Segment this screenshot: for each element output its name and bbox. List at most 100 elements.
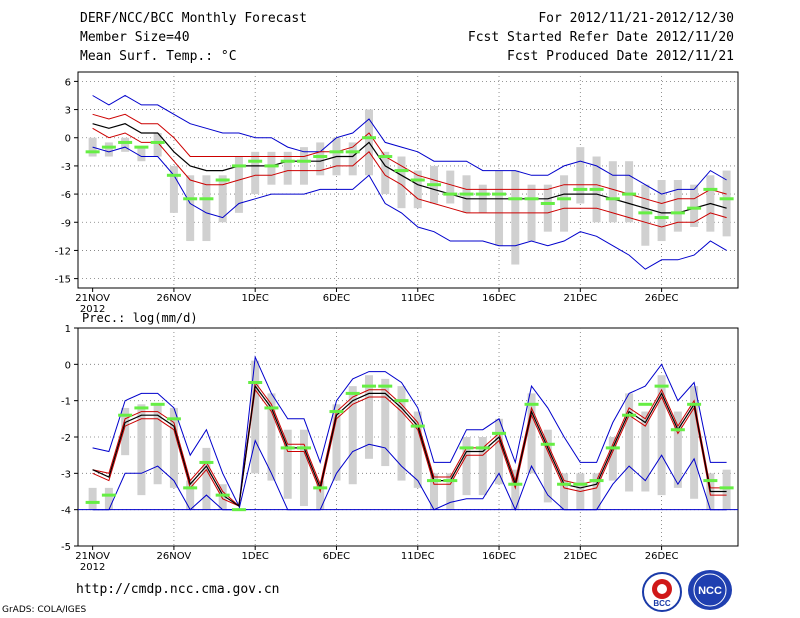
chart2-box <box>478 437 487 496</box>
chart2-median-marker <box>378 384 393 388</box>
chart1-median-marker <box>166 173 181 177</box>
chart2-series-min <box>92 439 727 512</box>
chart1-x-tick-label: 26DEC <box>645 293 679 304</box>
chart1-y-tick-label: -12 <box>55 246 71 257</box>
chart1-median-marker <box>427 183 442 187</box>
chart1-box <box>690 184 699 227</box>
chart2-median-marker <box>589 479 604 483</box>
chart2-median-marker <box>605 446 620 450</box>
bcc-logo-text: BCC <box>653 599 671 608</box>
chart1-median-marker <box>394 169 409 173</box>
chart2-box <box>560 473 569 510</box>
chart1-median-marker <box>248 159 263 163</box>
chart1-median-marker <box>524 197 539 201</box>
chart2-median-marker <box>638 402 653 406</box>
chart1-median-marker <box>361 136 376 140</box>
chart2-median-marker <box>508 482 523 486</box>
chart1-median-marker <box>264 164 279 168</box>
chart2-median-marker <box>622 413 637 417</box>
chart1-x-tick-label: 11DEC <box>401 293 435 304</box>
chart1-box <box>348 142 357 176</box>
chart1-y-tick-label: -9 <box>61 218 71 229</box>
chart2-median-marker <box>492 431 507 435</box>
chart1-box <box>543 184 552 232</box>
chart2-box <box>527 393 536 474</box>
chart2-median-marker <box>573 482 588 486</box>
chart2-x-tick-label: 16DEC <box>482 551 516 562</box>
chart1-median-marker <box>492 192 507 196</box>
chart2-median-marker <box>329 410 344 414</box>
chart2-x-tick-label: 11DEC <box>401 551 435 562</box>
chart2-y-tick-label: 0 <box>65 360 71 371</box>
chart2-box <box>316 480 325 510</box>
chart1-median-marker <box>101 145 116 149</box>
chart2-box <box>690 386 699 499</box>
chart1-box <box>673 180 682 232</box>
chart1-median-marker <box>687 206 702 210</box>
chart2-median-marker <box>313 486 328 490</box>
chart2-median-marker <box>410 424 425 428</box>
chart1-median-marker <box>703 187 718 191</box>
chart2-box <box>218 484 227 510</box>
chart2-median-marker <box>475 446 490 450</box>
chart1-year-label: 2012 <box>80 304 105 315</box>
chart1-x-tick-label: 26NOV <box>157 293 192 304</box>
chart1-median-marker <box>231 164 246 168</box>
chart2-y-tick-label: -1 <box>61 397 71 408</box>
chart2-median-marker <box>231 508 246 512</box>
forecast-produced-date: Fcst Produced Date 2012/11/21 <box>507 49 734 64</box>
chart2-y-tick-label: -5 <box>61 542 71 553</box>
chart2-box <box>495 418 504 485</box>
ncc-logo-text: NCC <box>698 585 722 597</box>
chart2-median-marker <box>85 500 100 504</box>
chart1-median-marker <box>118 140 133 144</box>
chart2-box <box>657 375 666 496</box>
chart2-box <box>446 473 455 510</box>
chart2-box <box>397 386 406 481</box>
chart2-x-tick-label: 26NOV <box>157 551 192 562</box>
chart2-series-max <box>92 355 727 508</box>
chart2-series-mean <box>92 384 727 508</box>
chart1-box <box>186 175 195 242</box>
chart1-box <box>153 133 162 157</box>
chart2-box <box>511 469 520 510</box>
chart1-series-mean <box>92 123 727 214</box>
chart1-box <box>137 147 146 162</box>
chart2-box <box>413 411 422 488</box>
chart1-median-marker <box>540 201 555 205</box>
forecast-start-date: Fcst Started Refer Date 2012/11/20 <box>467 30 734 45</box>
chart2-median-marker <box>557 482 572 486</box>
chart1-box <box>283 151 292 185</box>
chart2-median-marker <box>459 446 474 450</box>
chart1-median-marker <box>508 197 523 201</box>
chart2-title: Prec.: log(mm/d) <box>82 311 198 325</box>
chart1-series-max <box>92 94 727 195</box>
chart2-x-tick-label: 1DEC <box>242 551 269 562</box>
chart1-x-tick-label: 16DEC <box>482 293 516 304</box>
chart1-median-marker <box>638 211 653 215</box>
source-url[interactable]: http://cmdp.ncc.cma.gov.cn <box>76 582 280 597</box>
chart1-median-marker <box>719 197 734 201</box>
chart1-x-tick-label: 1DEC <box>242 293 269 304</box>
chart2-median-marker <box>703 479 718 483</box>
chart2-median-marker <box>150 402 165 406</box>
chart2-median-marker <box>118 413 133 417</box>
chart1-median-marker <box>378 155 393 159</box>
chart1-box <box>218 175 227 223</box>
chart-title: DERF/NCC/BCC Monthly Forecast <box>80 11 307 26</box>
chart1-series-upper <box>92 113 727 205</box>
chart2-x-tick-label: 21DEC <box>563 551 597 562</box>
chart2-x-tick-label: 6DEC <box>323 551 350 562</box>
chart2-median-marker <box>719 486 734 490</box>
chart1-series-min <box>92 146 727 270</box>
chart1-median-marker <box>573 187 588 191</box>
chart2-median-marker <box>166 417 181 421</box>
chart1-box <box>657 180 666 242</box>
grads-credit: GrADS: COLA/IGES <box>2 605 87 615</box>
chart2-median-marker <box>183 486 198 490</box>
chart2-median-marker <box>345 391 360 395</box>
chart2-median-marker <box>524 402 539 406</box>
chart1-median-marker <box>557 197 572 201</box>
chart2-box <box>202 447 211 510</box>
member-size: Member Size=40 <box>80 30 190 45</box>
